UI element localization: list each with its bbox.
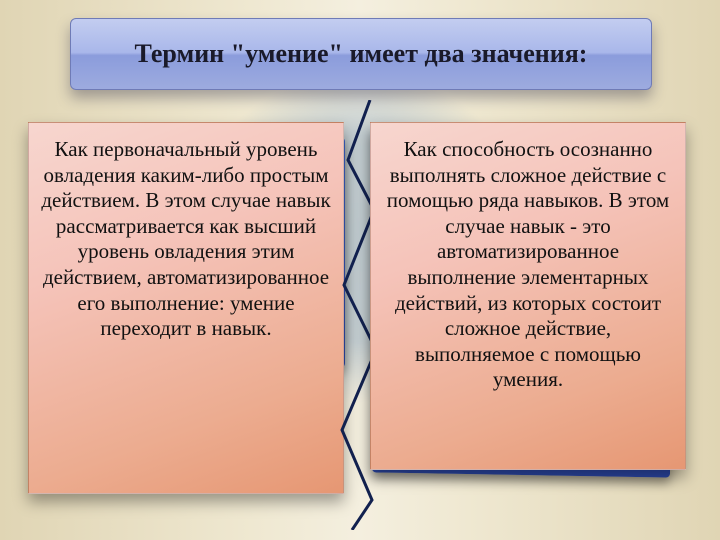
card-left-text: Как первоначальный уровень овладения как… bbox=[41, 137, 330, 340]
card-right: Как способность осознанно выполнять слож… bbox=[370, 122, 686, 470]
title-text: Термин "умение" имеет два значения: bbox=[135, 39, 588, 69]
title-box: Термин "умение" имеет два значения: bbox=[70, 18, 652, 90]
slide: Термин "умение" имеет два значения: Как … bbox=[0, 0, 720, 540]
card-left: Как первоначальный уровень овладения как… bbox=[28, 122, 344, 494]
card-right-text: Как способность осознанно выполнять слож… bbox=[387, 137, 669, 391]
